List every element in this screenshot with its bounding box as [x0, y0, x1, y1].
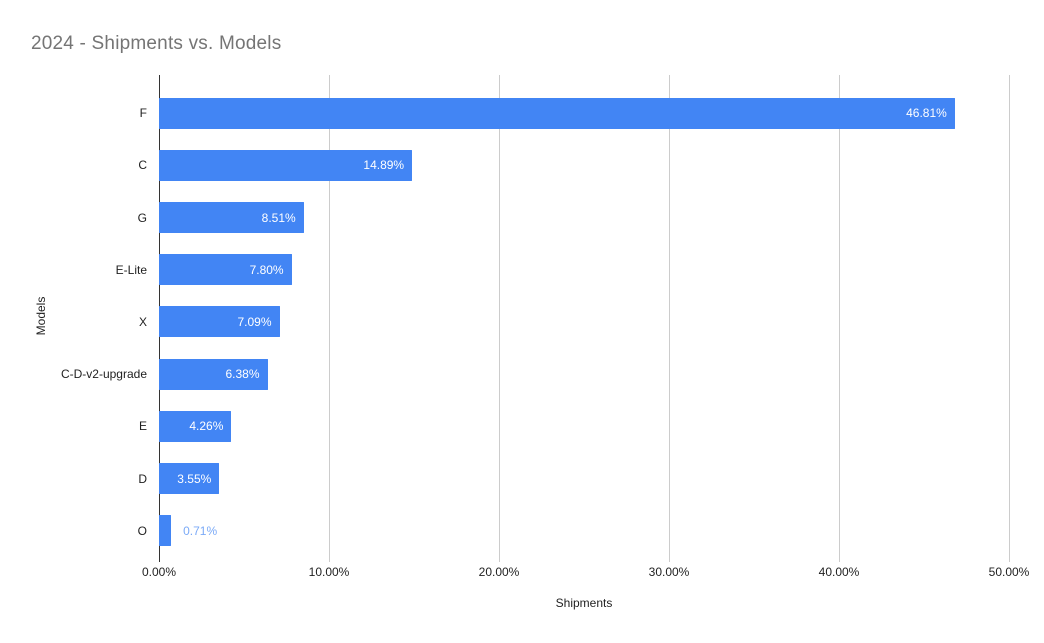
bar-C[interactable]: 14.89%: [159, 149, 413, 181]
bar-value-label: 46.81%: [906, 106, 947, 121]
category-label: C: [138, 158, 147, 173]
bar-E[interactable]: 4.26%: [159, 410, 232, 442]
category-label: E: [138, 419, 147, 434]
plot-area: F 46.81% C 14.89% G 8.51% E-Lite 7.80% X 7.09% C-D…: [61, 75, 1010, 562]
bar-row: C 14.89%: [138, 139, 1009, 191]
bar-C-D-v2-upgrade[interactable]: 6.38%: [159, 358, 268, 390]
bar-row: O 0.71%: [138, 505, 1009, 557]
bar-value-label: 14.89%: [363, 158, 405, 173]
gridline: [1009, 75, 1010, 562]
bar-G[interactable]: 8.51%: [159, 202, 304, 234]
bar-O[interactable]: 0.71%: [159, 515, 217, 547]
x-tick-label: 0.00%: [141, 565, 177, 579]
x-tick-label: 50.00%: [988, 565, 1030, 579]
bar-value-label: 8.51%: [261, 210, 296, 225]
bar-rows: F 46.81% C 14.89% G 8.51% E-Lite 7.80% X 7.09% C-D…: [61, 87, 1009, 557]
x-tick-label: 30.00%: [648, 565, 690, 579]
category-label: X: [138, 314, 147, 329]
bar-row: F 46.81%: [140, 87, 1009, 139]
x-tick-label: 40.00%: [818, 565, 860, 579]
x-tick-label: 20.00%: [478, 565, 520, 579]
bar-value-label: 7.80%: [249, 262, 284, 277]
bar-row: G 8.51%: [138, 191, 1009, 243]
category-label: D: [138, 471, 147, 486]
bar-row: E-Lite 7.80%: [116, 244, 1009, 296]
category-label: O: [137, 523, 147, 538]
category-label: C-D-v2-upgrade: [60, 367, 147, 382]
bar-F[interactable]: 46.81%: [159, 97, 955, 129]
chart-title: 2024 - Shipments vs. Models: [31, 33, 282, 54]
bar-value-label: 7.09%: [237, 314, 272, 329]
bar-value-label: 0.71%: [183, 523, 218, 538]
bar-value-label: 6.38%: [225, 367, 260, 382]
x-tick-label: 10.00%: [308, 565, 350, 579]
bar-row: C-D-v2-upgrade 6.38%: [61, 348, 1009, 400]
bar-value-label: 4.26%: [189, 419, 224, 434]
bar-row: E 4.26%: [139, 400, 1009, 452]
category-label: F: [139, 106, 147, 121]
x-axis-title: Shipments: [555, 596, 613, 610]
bar-D[interactable]: 3.55%: [159, 463, 220, 495]
category-label: E-Lite: [115, 262, 147, 277]
gridline: [669, 75, 670, 562]
bar-E-Lite[interactable]: 7.80%: [159, 254, 292, 286]
bar-X[interactable]: 7.09%: [159, 306, 280, 338]
x-axis-ticks: 0.00% 10.00% 20.00% 30.00% 40.00% 50.00%: [142, 565, 1029, 581]
bar-row: X 7.09%: [139, 296, 1009, 348]
bar-row: D 3.55%: [138, 453, 1009, 505]
category-label: G: [137, 210, 147, 225]
gridline: [329, 75, 330, 562]
bar-value-label: 3.55%: [177, 471, 212, 486]
gridline: [499, 75, 500, 562]
gridline: [839, 75, 840, 562]
